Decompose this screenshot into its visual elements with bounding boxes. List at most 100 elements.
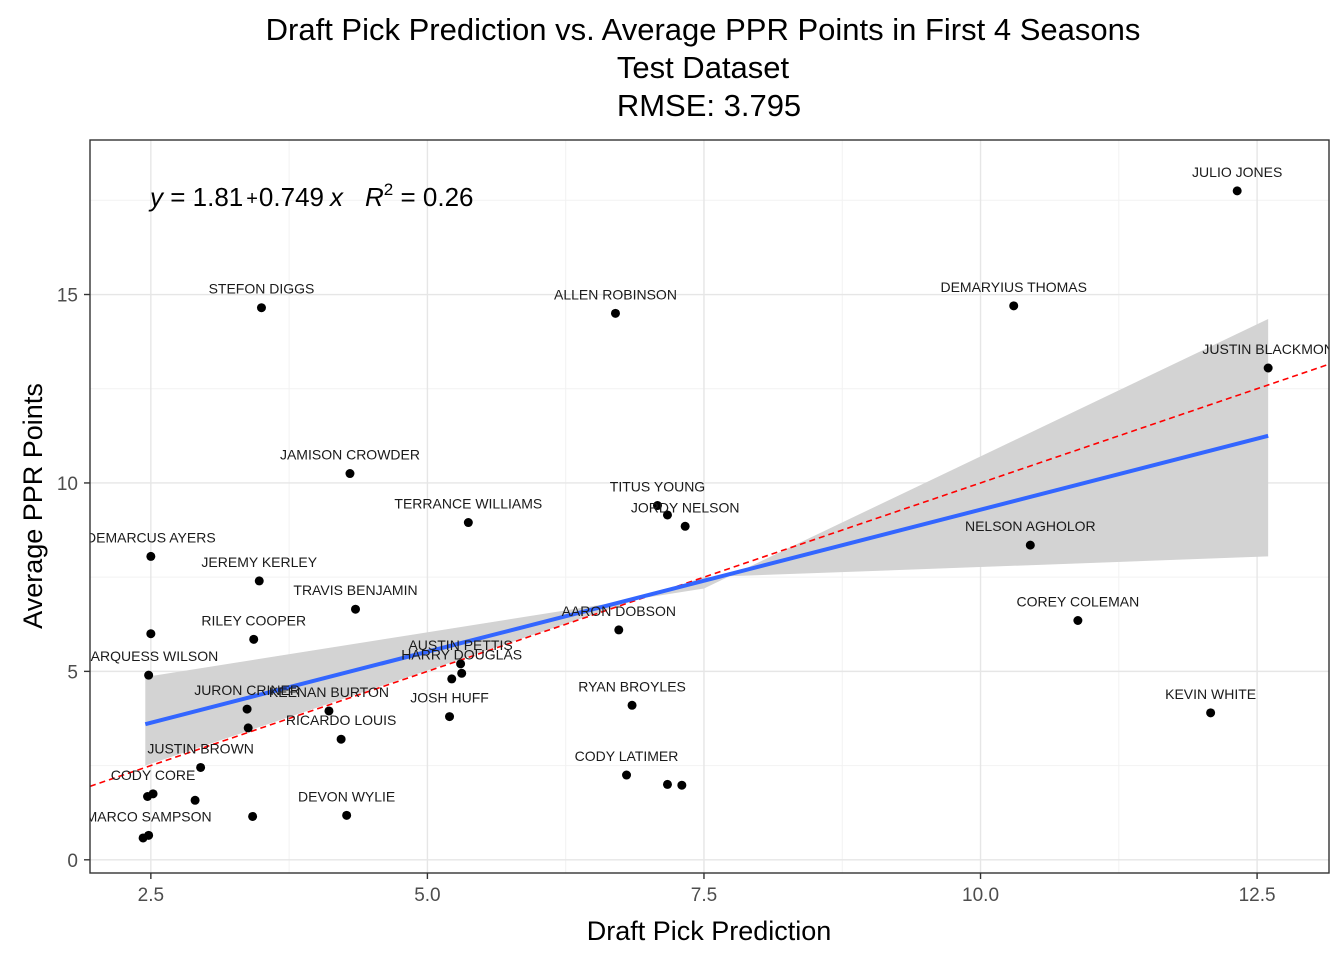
data-point-label: JOSH HUFF — [410, 690, 489, 706]
data-point-label: JAMISON CROWDER — [280, 447, 420, 463]
equation-r: R — [365, 182, 384, 212]
data-point — [243, 723, 253, 733]
data-point-label: ALLEN ROBINSON — [554, 286, 677, 302]
data-point-label: TITUS YOUNG — [610, 479, 705, 495]
data-point — [463, 518, 473, 528]
data-point-label: DEVON WYLIE — [298, 788, 395, 804]
data-point-label: RICARDO LOUIS — [286, 712, 396, 728]
data-point — [627, 700, 637, 710]
equation-r2-value: = 0.26 — [393, 182, 473, 212]
data-point-label: STEFON DIGGS — [209, 281, 315, 297]
data-point-label: TRAVIS BENJAMIN — [293, 582, 417, 598]
data-point — [324, 706, 334, 716]
equation-r-superscript: 2 — [384, 180, 393, 199]
data-point-label: RYAN BROYLES — [578, 678, 686, 694]
x-tick-label: 5.0 — [414, 885, 440, 906]
data-point — [248, 811, 258, 821]
data-point — [1263, 363, 1273, 373]
chart-subtitle: Test Dataset — [617, 50, 790, 85]
data-point-label: JULIO JONES — [1192, 164, 1282, 180]
chart-rmse: RMSE: 3.795 — [617, 88, 801, 123]
data-point — [1025, 540, 1035, 550]
data-point — [249, 634, 259, 644]
point-layer — [138, 186, 1273, 843]
data-point-label: NELSON AGHOLOR — [965, 518, 1096, 534]
equation-intercept: = 1.81 — [163, 182, 243, 212]
data-point — [190, 795, 200, 805]
data-point — [146, 551, 156, 561]
data-point — [610, 308, 620, 318]
data-point — [662, 510, 672, 520]
data-point — [342, 810, 352, 820]
data-point-label: AARON DOBSON — [562, 603, 676, 619]
data-point — [254, 576, 264, 586]
point-label-layer: JULIO JONES STEFON DIGGS ALLEN ROBINSON DEM… — [79, 164, 1333, 824]
data-point-label: KEENAN BURTON — [269, 684, 389, 700]
data-point — [447, 674, 457, 684]
x-tick-label: 2.5 — [138, 885, 164, 906]
data-point — [622, 770, 632, 780]
data-point-label: JEREMY KERLEY — [201, 554, 317, 570]
grid — [90, 140, 1329, 873]
data-point-label: CODY LATIMER — [575, 748, 679, 764]
x-tick-label: 7.5 — [691, 885, 717, 906]
equation-slope: 0.749 — [259, 182, 324, 212]
data-point — [256, 303, 266, 313]
data-point-label: JUSTIN BROWN — [147, 740, 254, 756]
data-point — [345, 469, 355, 479]
equation-y: y — [148, 182, 165, 212]
data-point-label: COREY COLEMAN — [1017, 594, 1140, 610]
data-point-label: JORDY NELSON — [631, 499, 740, 515]
data-point-label: AUSTIN PETTIS — [408, 637, 512, 653]
y-tick-label: 15 — [57, 286, 78, 307]
x-axis-title: Draft Pick Prediction — [587, 916, 832, 946]
data-point-label: HARRY DOUGLAS — [401, 646, 522, 662]
y-tick-label: 5 — [67, 662, 78, 683]
data-point — [143, 791, 153, 801]
data-point — [457, 668, 467, 678]
data-point-label: TERRANCE WILLIAMS — [394, 496, 542, 512]
data-point-label: KEVIN WHITE — [1165, 686, 1256, 702]
data-point — [456, 659, 466, 669]
data-point-label: MARQUESS WILSON — [79, 648, 218, 664]
identity-line — [90, 363, 1329, 788]
data-point — [196, 762, 206, 772]
data-point — [138, 833, 148, 843]
equation-plus: + — [246, 188, 258, 210]
data-point — [1232, 186, 1242, 196]
y-tick-label: 10 — [57, 474, 78, 495]
data-point — [336, 734, 346, 744]
line-layer — [90, 363, 1329, 788]
data-point — [144, 670, 154, 680]
data-point — [351, 604, 360, 614]
regression-equation: y = 1.81 +0.749 x R2 = 0.26 — [148, 180, 473, 212]
data-point — [1206, 708, 1216, 718]
y-tick-label: 0 — [67, 851, 78, 872]
data-point-label: CODY CORE — [111, 767, 196, 783]
plot-panel-border — [89, 139, 1330, 874]
axis-ticks: 2.5 5.0 7.5 10.0 12.5 0 5 10 15 — [57, 286, 1276, 906]
data-point-label: MARCO SAMPSON — [86, 808, 212, 824]
regression-line — [144, 433, 1269, 727]
data-point — [653, 501, 663, 511]
data-point — [445, 712, 455, 722]
data-point — [680, 521, 690, 531]
data-point-label: DEMARYIUS THOMAS — [940, 279, 1087, 295]
data-point — [1073, 616, 1083, 626]
data-point-label: DEMARCUS AYERS — [86, 529, 216, 545]
data-point-label: JUSTIN BLACKMON — [1202, 341, 1333, 357]
equation-x: x — [328, 182, 344, 212]
data-point — [242, 704, 252, 714]
data-point-label: JURON CRINER — [194, 682, 300, 698]
data-point — [677, 780, 687, 790]
chart-title: Draft Pick Prediction vs. Average PPR Po… — [266, 12, 1141, 47]
data-point-label: RILEY COOPER — [201, 612, 306, 628]
data-point — [614, 625, 624, 635]
y-axis-title: Average PPR Points — [18, 383, 48, 629]
x-tick-label: 12.5 — [1239, 885, 1276, 906]
data-point — [1009, 301, 1019, 311]
data-point — [146, 629, 156, 639]
x-tick-label: 10.0 — [962, 885, 999, 906]
data-point — [662, 779, 672, 789]
